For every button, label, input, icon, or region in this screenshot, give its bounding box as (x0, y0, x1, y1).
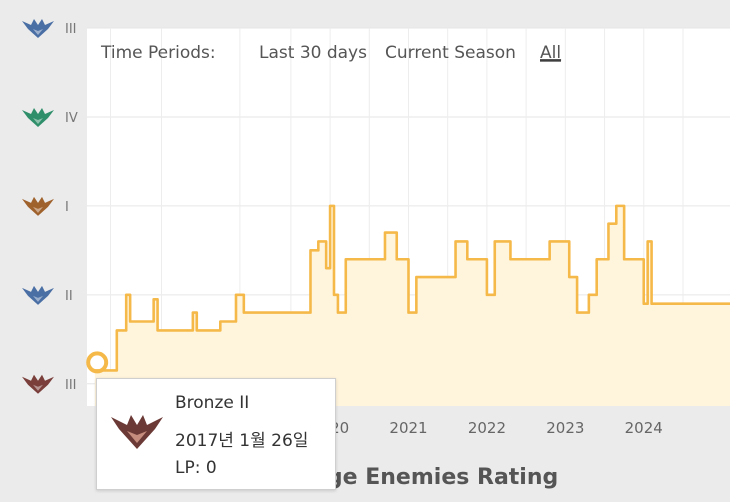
silver-emblem-icon (22, 19, 54, 38)
series-line (94, 204, 730, 372)
period-all[interactable]: All (540, 43, 561, 63)
y-tick-label: I (65, 200, 69, 215)
silver-emblem-icon (22, 285, 54, 305)
bronze-emblem-icon (22, 374, 54, 394)
x-tick-label: 2021 (389, 419, 427, 437)
y-tick-label: II (65, 289, 73, 304)
period-last-30-days[interactable]: Last 30 days (259, 43, 367, 63)
bronze-emblem-icon (111, 415, 163, 449)
tooltip-lp: LP: 0 (175, 458, 217, 478)
tooltip-date: 2017년 1월 26일 (175, 431, 309, 451)
time-periods-selector: Time Periods: Last 30 days Current Seaso… (100, 43, 561, 63)
x-tick-label: 2023 (546, 419, 584, 437)
tooltip-tier: Bronze II (175, 393, 250, 413)
highlight-marker (86, 351, 109, 374)
rank-tooltip: Bronze II 2017년 1월 26일 LP: 0 (96, 378, 336, 490)
platinum-emblem-icon (22, 107, 54, 127)
period-current-season[interactable]: Current Season (385, 43, 516, 63)
time-periods-label: Time Periods: (100, 43, 216, 63)
x-tick-label: 2022 (468, 419, 506, 437)
y-tick-label: III (65, 22, 77, 37)
series-area (94, 205, 730, 406)
gold-emblem-icon (22, 196, 54, 216)
x-axis: 20202021202220232024 (311, 419, 663, 437)
x-tick-label: 2024 (625, 419, 663, 437)
highlight-ring (86, 351, 109, 374)
y-tick-label: III (65, 378, 77, 393)
y-tick-label: IV (65, 111, 78, 126)
